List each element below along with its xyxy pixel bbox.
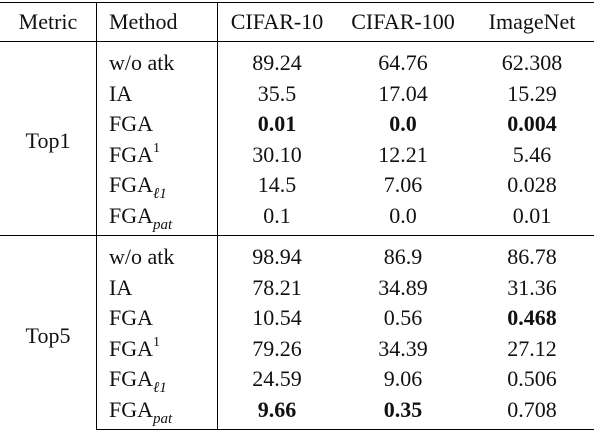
table-row: FGA1 79.26 34.39 27.12 — [0, 333, 594, 365]
method-name: IA — [109, 80, 133, 106]
method-name: w/o atk — [109, 50, 175, 75]
metric-label: Top5 — [0, 235, 97, 430]
value-cifar10: 14.5 — [217, 170, 336, 201]
method-cell: w/o atk — [96, 235, 218, 273]
value-imagenet: 5.46 — [512, 141, 552, 167]
table-row: FGAℓ1 24.59 9.06 0.506 — [0, 364, 594, 396]
method-cell: FGA1 — [97, 334, 218, 365]
method-cell: IA — [97, 79, 218, 110]
value-imagenet: 0.506 — [507, 366, 557, 391]
method-name: IA — [109, 274, 133, 300]
method-subscript: pat — [153, 410, 173, 427]
header-metric: Metric — [0, 2, 97, 42]
header-cifar100: CIFAR-100 — [336, 2, 470, 42]
method-cell: IA — [97, 273, 218, 304]
method-name: FGA — [109, 202, 154, 228]
table-row: FGA 0.01 0.0 0.004 — [0, 109, 594, 140]
value-imagenet: 27.12 — [507, 335, 557, 361]
results-table: Metric Method CIFAR-10 CIFAR-100 ImageNe… — [0, 2, 594, 430]
value-cifar100: 0.0 — [389, 202, 417, 228]
value-cifar100: 0.35 — [336, 394, 470, 430]
method-cell: FGA1 — [97, 140, 218, 171]
method-superscript: 1 — [153, 334, 161, 350]
table-row: FGAℓ1 14.5 7.06 0.028 — [0, 170, 594, 202]
value-cifar100: 7.06 — [383, 172, 423, 197]
header-method: Method — [96, 2, 218, 42]
method-cell: FGA — [97, 109, 218, 140]
value-cifar100: 34.39 — [378, 335, 428, 361]
method-name: FGA — [109, 172, 154, 197]
method-cell: FGAℓ1 — [97, 364, 218, 396]
value-cifar10: 89.24 — [217, 41, 336, 79]
value-cifar10: 24.59 — [217, 364, 336, 395]
table-row: Top1 w/o atk 89.24 64.76 62.308 — [0, 41, 594, 236]
method-cell: FGAℓ1 — [97, 170, 218, 202]
table-row: Top5 w/o atk 98.94 86.9 86.78 — [0, 235, 594, 430]
table-header-row: Metric Method CIFAR-10 CIFAR-100 ImageNe… — [0, 2, 594, 42]
value-imagenet: 86.78 — [470, 235, 594, 273]
method-name: FGA — [109, 396, 154, 422]
value-cifar10: 9.66 — [217, 394, 336, 430]
table-row: FGApat 0.1 0.0 0.01 — [0, 200, 594, 236]
value-cifar100: 0.56 — [383, 305, 423, 330]
value-cifar100: 0.0 — [389, 111, 417, 136]
value-imagenet: 62.308 — [501, 50, 563, 75]
value-cifar100: 64.76 — [378, 50, 428, 75]
method-name: FGA — [109, 141, 154, 167]
table-row: IA 78.21 34.89 31.36 — [0, 272, 594, 304]
method-name: FGA — [109, 335, 154, 361]
method-superscript: 1 — [153, 140, 161, 156]
value-cifar10: 79.26 — [217, 333, 336, 364]
header-cifar10: CIFAR-10 — [217, 2, 336, 42]
method-cell: FGApat — [96, 394, 218, 430]
method-name: FGA — [109, 366, 154, 391]
value-cifar100: 9.06 — [383, 366, 423, 391]
method-name: FGA — [109, 305, 154, 330]
table-row: IA 35.5 17.04 15.29 — [0, 78, 594, 110]
method-cell: FGA — [97, 303, 218, 334]
value-cifar10: 30.10 — [217, 139, 336, 170]
value-imagenet: 0.708 — [470, 394, 594, 430]
value-cifar100: 86.9 — [336, 235, 470, 273]
value-cifar10: 78.21 — [217, 272, 336, 303]
value-cifar100: 34.89 — [378, 274, 428, 300]
method-cell: FGApat — [97, 201, 218, 236]
value-imagenet: 0.468 — [507, 305, 557, 330]
value-cifar100: 12.21 — [378, 141, 428, 167]
table-row: FGApat 9.66 0.35 0.708 — [0, 394, 594, 430]
value-imagenet: 31.36 — [507, 274, 557, 300]
method-name: w/o atk — [109, 244, 175, 269]
value-cifar10: 0.01 — [217, 109, 336, 140]
header-imagenet: ImageNet — [470, 2, 594, 42]
value-cifar10: 98.94 — [217, 235, 336, 273]
method-cell: w/o atk — [97, 42, 218, 79]
value-imagenet: 15.29 — [507, 80, 557, 106]
table-body: Top1 w/o atk 89.24 64.76 62.308 IA 35.5 17.04 15… — [0, 41, 594, 430]
method-subscript: ℓ1 — [153, 380, 167, 396]
value-imagenet: 0.028 — [507, 172, 557, 197]
table-row: FGA 10.54 0.56 0.468 — [0, 303, 594, 334]
value-cifar10: 0.1 — [217, 200, 336, 236]
value-cifar10: 35.5 — [217, 78, 336, 109]
table-row: FGA1 30.10 12.21 5.46 — [0, 139, 594, 171]
value-imagenet: 0.01 — [512, 202, 552, 228]
method-subscript: ℓ1 — [153, 186, 167, 202]
value-cifar100: 17.04 — [378, 80, 428, 106]
method-name: FGA — [109, 111, 154, 136]
value-imagenet: 0.004 — [507, 111, 557, 136]
method-subscript: pat — [153, 216, 173, 233]
metric-label: Top1 — [0, 41, 97, 236]
value-cifar10: 10.54 — [217, 303, 336, 334]
